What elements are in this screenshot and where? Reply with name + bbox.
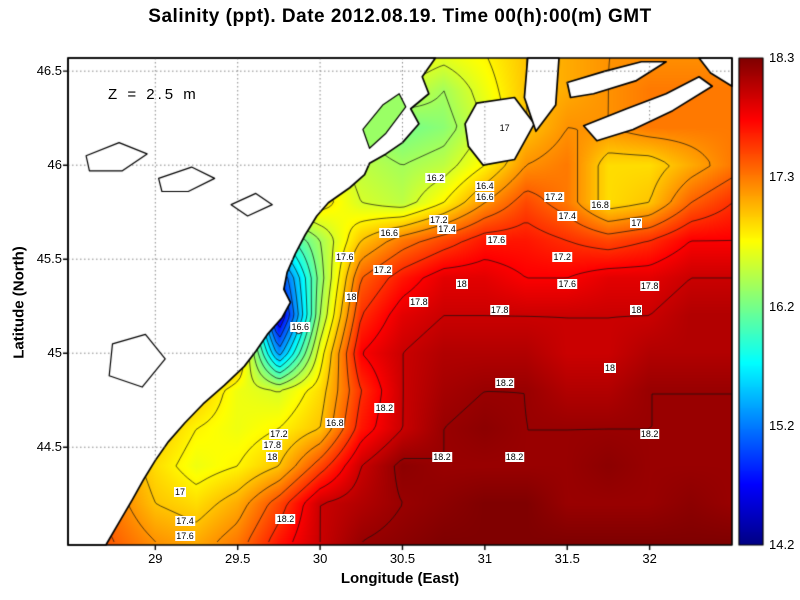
x-axis-label: Longitude (East) <box>340 570 460 587</box>
plot-title: Salinity (ppt). Date 2012.08.19. Time 00… <box>148 6 652 27</box>
depth-annotation: Z = 2.5 m <box>108 86 199 103</box>
y-axis-label: Latitude (North) <box>10 246 28 359</box>
